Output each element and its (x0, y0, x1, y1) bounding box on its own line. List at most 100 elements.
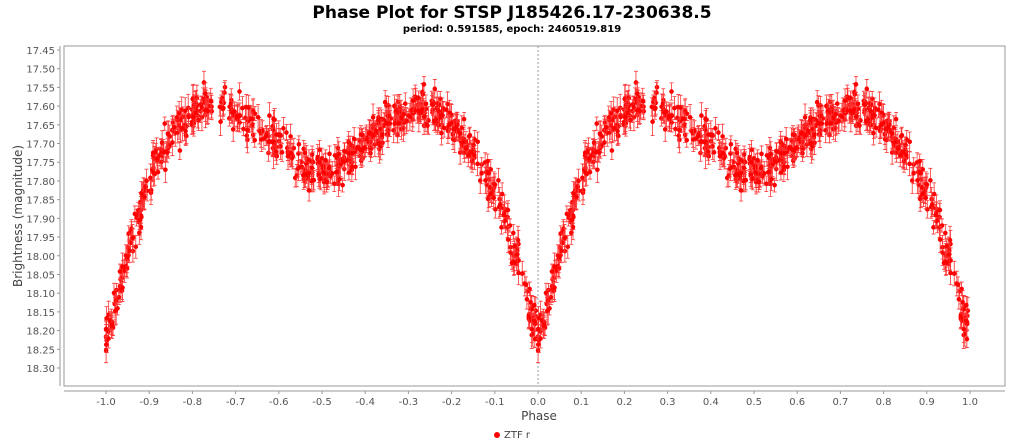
data-point (488, 185, 493, 190)
data-point (532, 302, 537, 308)
data-point (886, 124, 891, 130)
chart-subtitle: period: 0.591585, epoch: 2460519.819 (402, 24, 622, 35)
data-point (421, 82, 427, 87)
data-point (564, 211, 570, 217)
x-tick-label: 0.8 (876, 397, 892, 408)
data-point (385, 121, 390, 126)
x-axis-label: Phase (521, 409, 557, 423)
data-point (432, 86, 438, 92)
y-tick-label: 17.45 (26, 46, 55, 57)
data-point (917, 158, 922, 164)
data-point (372, 142, 378, 147)
data-point (240, 105, 245, 111)
data-point (222, 84, 228, 90)
data-point (706, 153, 712, 159)
data-point (602, 140, 607, 145)
data-point (899, 132, 905, 138)
data-point (868, 108, 873, 114)
data-point (309, 165, 315, 171)
data-point (159, 140, 165, 146)
data-point (580, 175, 585, 181)
data-point (545, 307, 551, 313)
data-point (401, 112, 407, 117)
data-point (423, 101, 429, 107)
data-point (323, 157, 328, 163)
data-point (911, 171, 916, 176)
data-point (716, 130, 721, 135)
data-point (346, 170, 352, 175)
data-point (640, 98, 646, 104)
x-tick-label: 0.7 (832, 397, 848, 408)
data-point (176, 111, 182, 116)
data-point (862, 102, 868, 108)
data-point (296, 151, 301, 156)
data-point (120, 264, 125, 269)
data-point (766, 155, 772, 160)
data-point (755, 157, 760, 163)
data-point (538, 336, 543, 341)
data-point (812, 132, 817, 138)
data-point (893, 116, 899, 122)
data-point (662, 127, 668, 132)
legend-marker (493, 432, 500, 438)
data-point (514, 252, 520, 257)
x-tick-label: -0.2 (442, 397, 462, 408)
data-point (136, 230, 142, 236)
data-point (346, 150, 352, 156)
data-point (245, 127, 250, 133)
data-point (934, 218, 939, 224)
data-point (802, 115, 808, 120)
data-point (493, 207, 498, 212)
data-point (519, 271, 525, 276)
data-point (103, 326, 109, 332)
data-point (230, 127, 236, 132)
data-point (903, 142, 908, 148)
data-point (317, 159, 322, 165)
data-point (748, 171, 754, 176)
data-point (937, 237, 943, 242)
data-point (591, 140, 597, 146)
y-tick-label: 17.85 (26, 196, 55, 207)
data-point (407, 114, 413, 120)
data-point (266, 139, 271, 144)
y-tick-label: 17.95 (26, 233, 55, 244)
data-point (334, 169, 340, 174)
data-point (221, 105, 226, 111)
data-point (751, 156, 757, 161)
data-point (923, 195, 929, 201)
y-tick-label: 17.90 (26, 214, 55, 225)
data-point (918, 170, 923, 176)
x-tick-label: 0.6 (789, 397, 805, 408)
data-point (516, 270, 521, 276)
y-tick-label: 17.50 (26, 65, 55, 76)
data-point (368, 150, 373, 156)
data-point (929, 196, 934, 202)
data-point (488, 167, 494, 172)
data-point (798, 131, 804, 136)
y-axis-label: Brightness (magnitude) (11, 145, 25, 287)
data-point (541, 322, 547, 328)
x-tick-label: 0.4 (703, 397, 719, 408)
data-point (351, 136, 357, 142)
data-point (416, 108, 421, 114)
data-point (790, 147, 796, 153)
data-point (486, 170, 491, 176)
data-point (804, 142, 810, 147)
data-point (759, 151, 764, 157)
data-point (180, 126, 185, 131)
data-point (687, 114, 693, 120)
data-point (440, 105, 446, 111)
data-point (523, 282, 529, 288)
x-tick-label: -0.1 (485, 397, 505, 408)
data-point (190, 114, 196, 120)
data-point (667, 114, 673, 120)
data-point (350, 164, 355, 169)
y-tick-label: 17.65 (26, 121, 55, 132)
data-point (436, 108, 441, 114)
data-point (528, 299, 533, 305)
data-point (717, 145, 722, 151)
data-point (288, 150, 294, 156)
data-point (915, 178, 920, 183)
data-point (628, 117, 633, 123)
